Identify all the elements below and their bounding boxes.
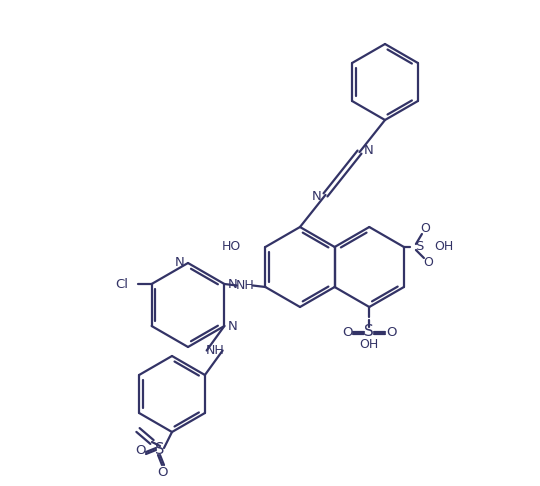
Text: NH: NH bbox=[205, 344, 224, 357]
Text: N: N bbox=[312, 191, 321, 204]
Text: O: O bbox=[420, 223, 430, 236]
Text: OH: OH bbox=[434, 241, 453, 254]
Text: N: N bbox=[227, 278, 237, 291]
Text: NH: NH bbox=[235, 279, 254, 292]
Text: N: N bbox=[227, 319, 237, 332]
Text: N: N bbox=[363, 143, 373, 156]
Text: S: S bbox=[156, 442, 165, 457]
Text: O: O bbox=[135, 445, 145, 457]
Text: O: O bbox=[157, 466, 167, 479]
Text: Cl: Cl bbox=[115, 278, 128, 291]
Text: HO: HO bbox=[222, 241, 241, 254]
Text: O: O bbox=[342, 327, 353, 340]
Text: O: O bbox=[386, 327, 396, 340]
Text: S: S bbox=[415, 241, 423, 254]
Text: N: N bbox=[175, 257, 185, 270]
Text: O: O bbox=[423, 257, 433, 270]
Text: OH: OH bbox=[360, 339, 379, 351]
Text: S: S bbox=[364, 325, 374, 340]
